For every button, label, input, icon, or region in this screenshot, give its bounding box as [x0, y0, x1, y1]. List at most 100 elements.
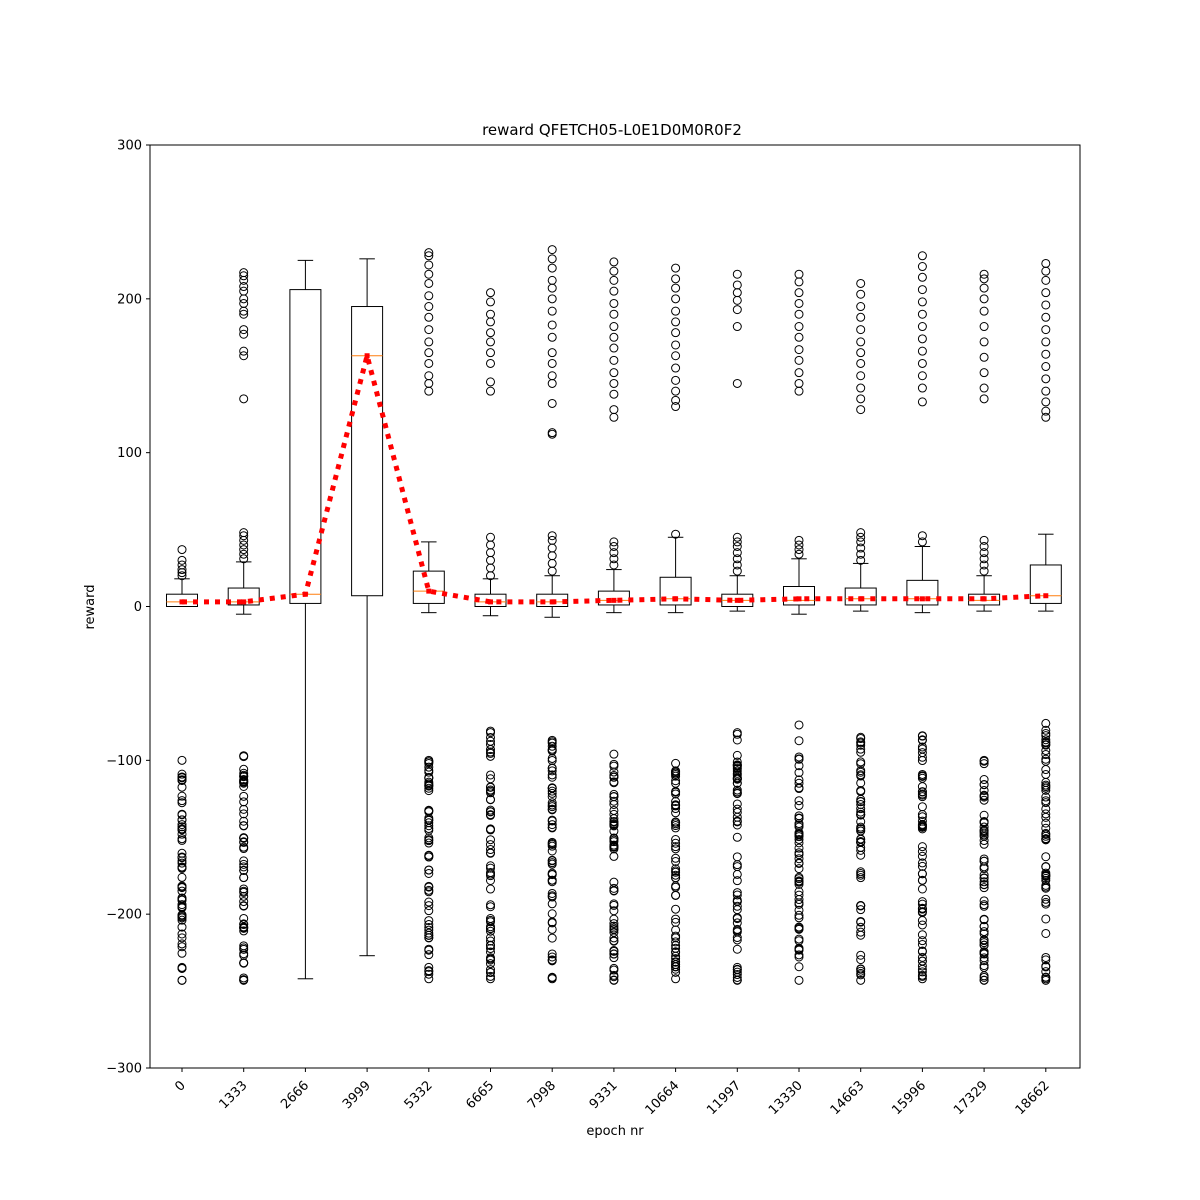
outlier-point: [732, 761, 742, 771]
outlier-point: [917, 383, 927, 393]
outlier-point: [1041, 873, 1051, 883]
outlier-point: [794, 945, 804, 955]
outlier-point: [424, 312, 434, 322]
outlier-point: [177, 820, 187, 830]
outlier-point: [917, 961, 927, 971]
outlier-point: [547, 892, 557, 902]
outlier-point: [671, 767, 681, 777]
outlier-point: [177, 872, 187, 882]
outlier-point: [609, 919, 619, 929]
outlier-point: [1041, 899, 1051, 909]
outlier-point: [917, 285, 927, 295]
x-tick-label: 11997: [704, 1078, 744, 1118]
outlier-point: [794, 934, 804, 944]
outlier-point: [547, 846, 557, 856]
outlier-point: [794, 813, 804, 823]
outlier-point: [486, 548, 495, 558]
outlier-point: [732, 905, 742, 915]
outlier-point: [917, 322, 927, 332]
box-body: [844, 587, 877, 606]
outlier-point: [856, 289, 866, 299]
outlier-point: [1041, 852, 1051, 862]
outlier-point: [1041, 835, 1051, 845]
outlier-point: [856, 747, 866, 757]
outlier-point: [486, 348, 495, 358]
outlier-point: [424, 897, 434, 907]
outlier-point: [979, 831, 989, 841]
outlier-point: [609, 789, 619, 799]
outlier-point: [794, 843, 804, 853]
outlier-point: [424, 348, 434, 358]
outlier-point: [671, 904, 681, 914]
outlier-point: [671, 529, 681, 539]
outlier-point: [856, 824, 866, 834]
outlier-point: [486, 807, 495, 817]
outlier-point: [671, 954, 681, 964]
outlier-point: [486, 884, 495, 894]
outlier-point: [424, 260, 434, 270]
outlier-point: [794, 801, 804, 811]
outlier-point: [547, 753, 557, 763]
outlier-point: [1041, 818, 1051, 828]
outlier-point: [239, 884, 249, 894]
outlier-point: [609, 554, 619, 564]
outlier-point: [671, 864, 681, 874]
outlier-point: [979, 383, 989, 393]
outlier-point: [547, 551, 557, 561]
outlier-point: [794, 535, 804, 545]
outlier-point: [794, 345, 804, 355]
outlier-point: [794, 720, 804, 730]
outlier-point: [671, 821, 681, 831]
outlier-point: [671, 834, 681, 844]
outlier-point: [856, 740, 866, 750]
outlier-point: [547, 839, 557, 849]
outlier-point: [794, 910, 804, 920]
mean-marker: [796, 596, 802, 602]
outlier-point: [856, 870, 866, 880]
outlier-point: [671, 931, 681, 941]
outlier-point: [424, 916, 434, 926]
mean-marker: [549, 599, 555, 605]
box-3999: [351, 258, 384, 957]
outlier-point: [547, 949, 557, 959]
outlier-point: [671, 386, 681, 396]
outlier-point: [486, 745, 495, 755]
outlier-point: [917, 899, 927, 909]
outlier-point: [979, 283, 989, 293]
outlier-point: [732, 799, 742, 809]
plot-area: [166, 245, 1062, 985]
outlier-point: [732, 542, 742, 552]
outlier-point: [177, 545, 187, 555]
outlier-point: [239, 842, 249, 852]
outlier-point: [732, 967, 742, 977]
outlier-point: [917, 861, 927, 871]
outlier-point: [609, 953, 619, 963]
outlier-point: [794, 778, 804, 788]
outlier-point: [486, 902, 495, 912]
outlier-point: [547, 263, 557, 273]
outlier-point: [547, 858, 557, 868]
outlier-point: [547, 358, 557, 368]
outlier-point: [732, 901, 742, 911]
outlier-point: [609, 368, 619, 378]
outlier-point: [1041, 880, 1051, 890]
outlier-point: [794, 386, 804, 396]
outlier-point: [486, 317, 495, 327]
outlier-point: [732, 860, 742, 870]
outlier-point: [979, 927, 989, 937]
mean-marker: [302, 591, 308, 597]
outlier-point: [979, 306, 989, 316]
outlier-point: [547, 348, 557, 358]
outlier-point: [547, 254, 557, 264]
outlier-point: [424, 325, 434, 335]
outlier-point: [671, 964, 681, 974]
outlier-point: [609, 925, 619, 935]
outlier-point: [979, 929, 989, 939]
outlier-point: [486, 875, 495, 885]
outlier-point: [177, 910, 187, 920]
outlier-point: [794, 309, 804, 319]
outlier-point: [732, 764, 742, 774]
outlier-point: [917, 735, 927, 745]
outlier-point: [424, 836, 434, 846]
outlier-point: [1041, 894, 1051, 904]
